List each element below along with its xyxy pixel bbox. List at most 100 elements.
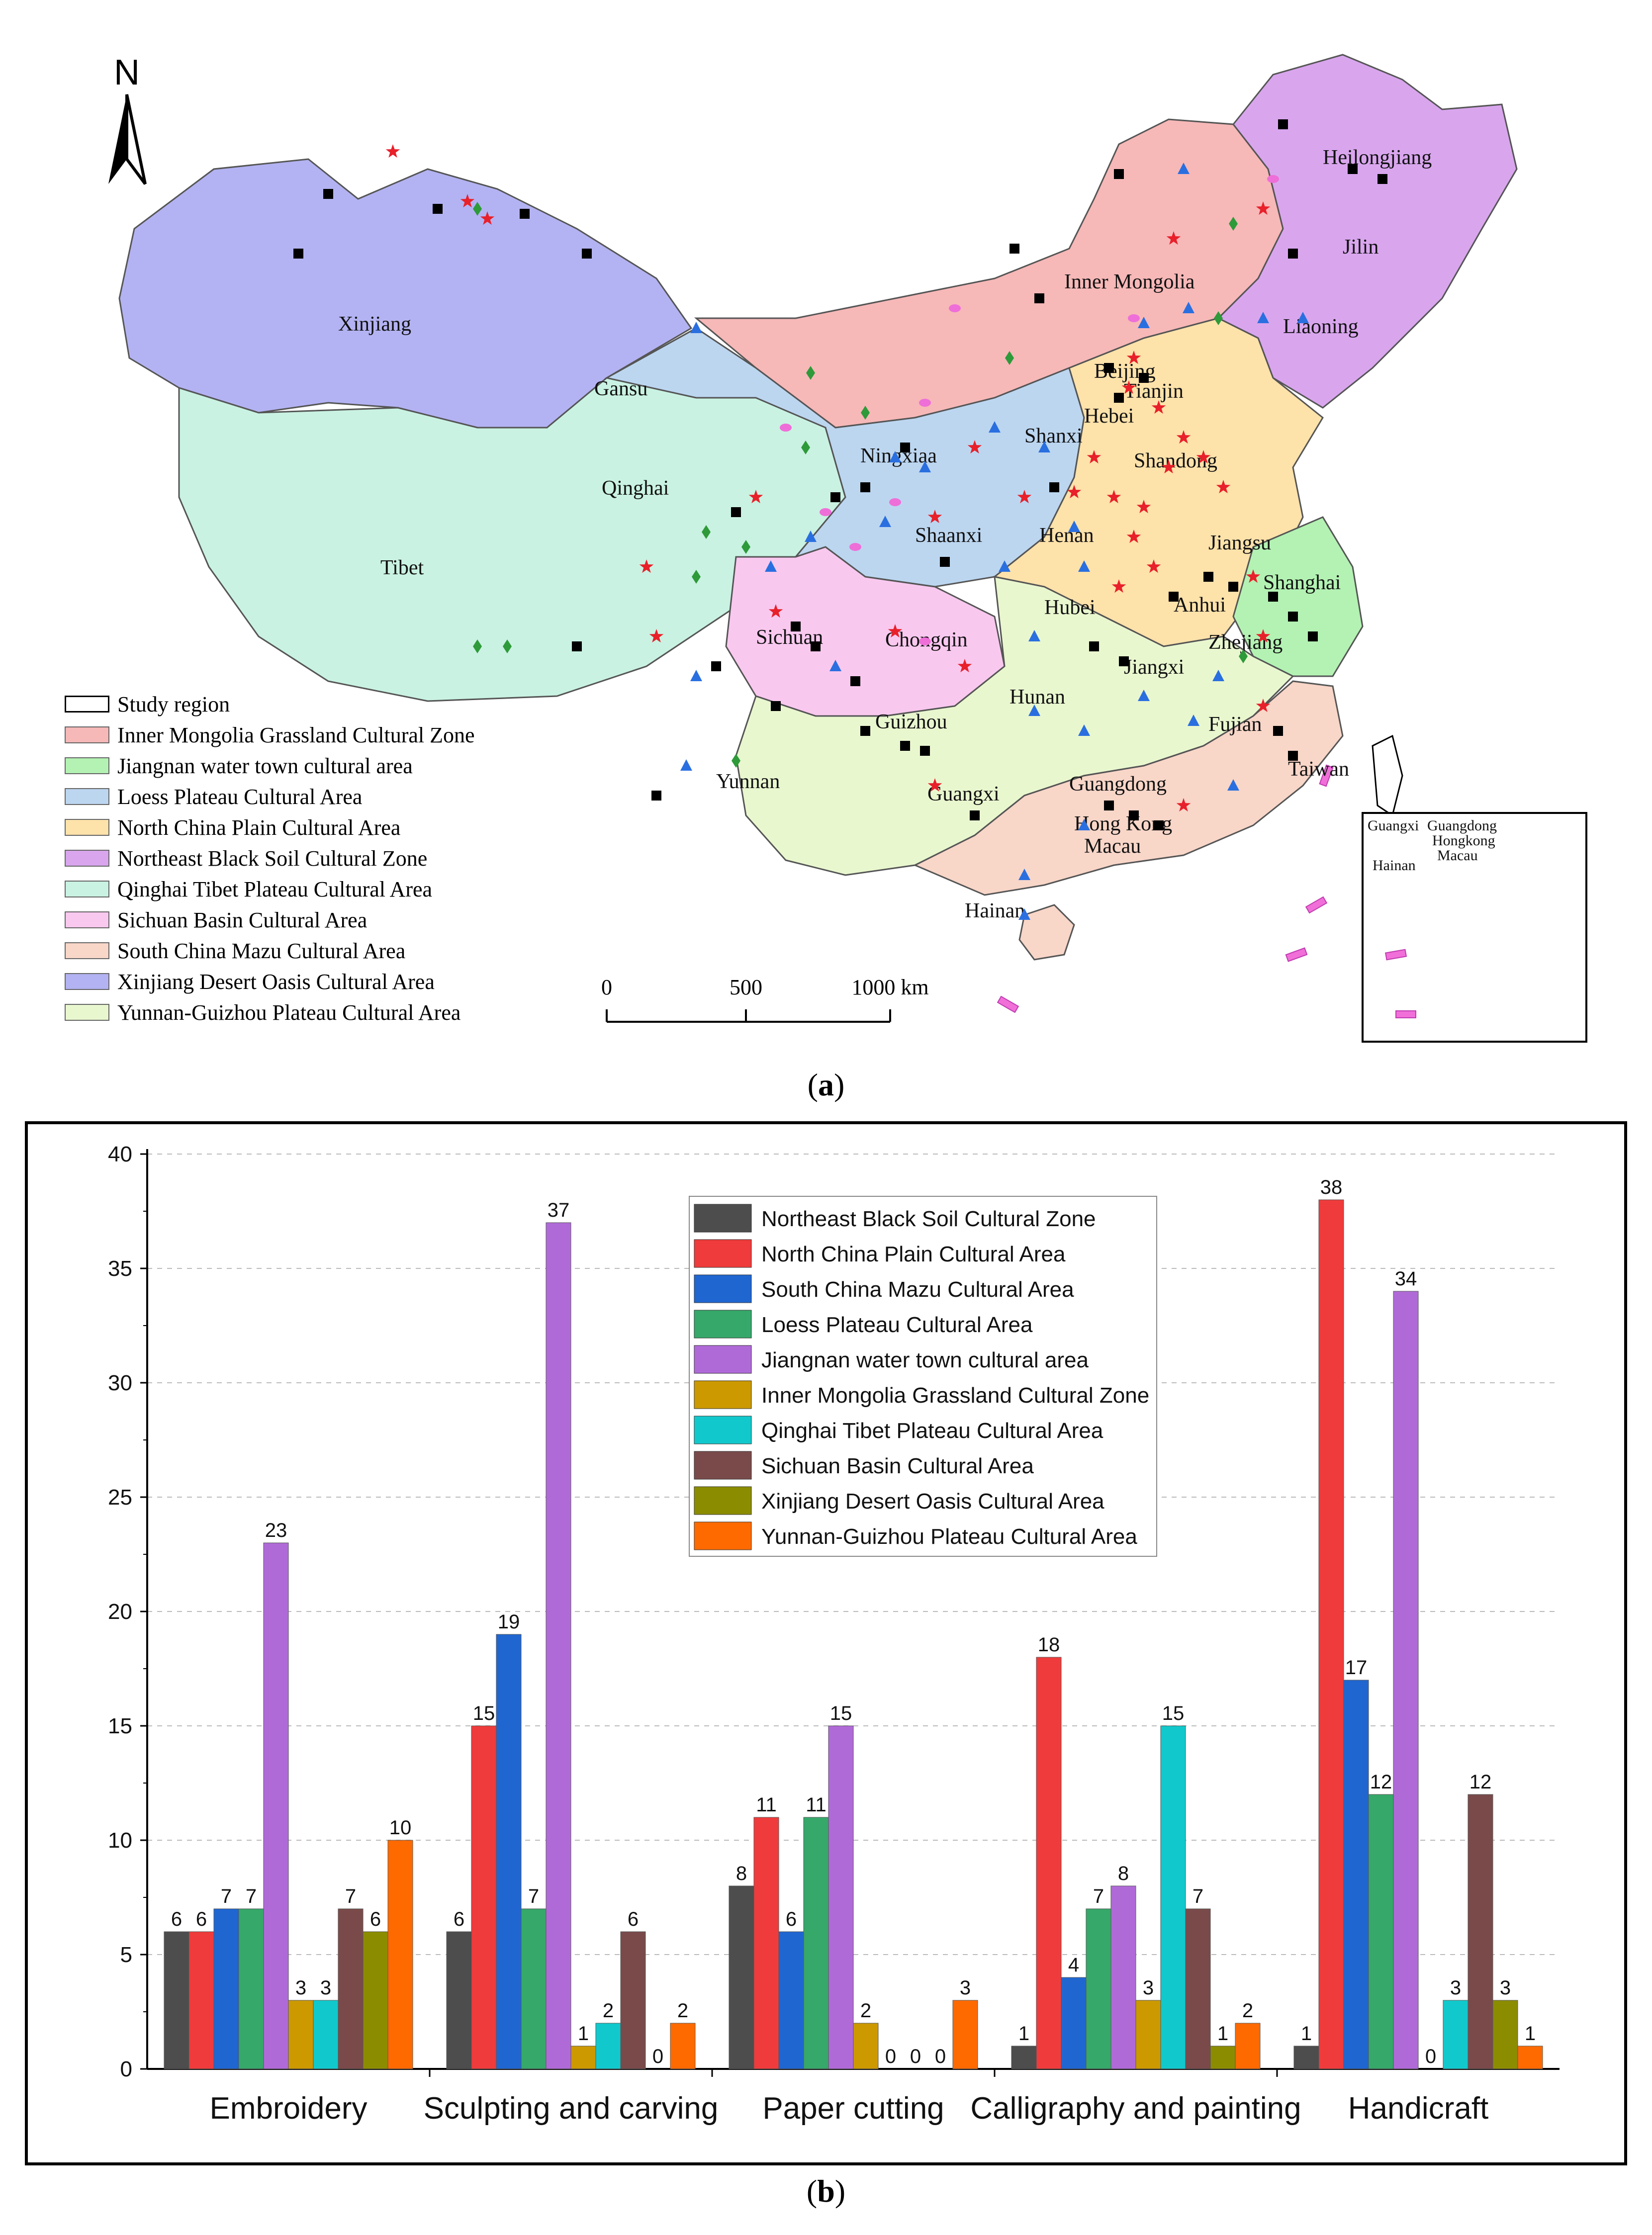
bar-value-label: 6 xyxy=(786,1908,797,1930)
y-tick-label: 5 xyxy=(120,1943,132,1967)
square-marker-icon xyxy=(940,557,950,567)
map-legend-swatch xyxy=(65,1004,109,1021)
triangle-marker-icon xyxy=(1018,869,1030,880)
bar xyxy=(288,2000,314,2069)
map-point-markers xyxy=(293,119,1387,920)
square-marker-icon xyxy=(920,746,930,756)
y-tick-label: 30 xyxy=(108,1371,132,1395)
bar-value-label: 11 xyxy=(756,1794,777,1816)
region-hainan xyxy=(1018,904,1075,961)
star-marker-icon xyxy=(748,490,763,504)
bar xyxy=(570,2046,596,2069)
ellipse-marker-icon xyxy=(889,498,901,506)
bar xyxy=(778,1931,804,2069)
bar-value-label: 1 xyxy=(578,2023,589,2045)
province-label-hebei: Hebei xyxy=(1084,405,1134,428)
bar-value-label: 7 xyxy=(1193,1885,1203,1907)
square-marker-icon xyxy=(1049,482,1059,492)
inset-label-hainan: Hainan xyxy=(1373,857,1416,874)
bar xyxy=(1185,1908,1211,2069)
bar-value-label: 1 xyxy=(1217,2023,1228,2045)
star-marker-icon xyxy=(768,604,783,618)
diamond-marker-icon xyxy=(861,406,870,420)
map-legend-swatch xyxy=(65,757,109,774)
scale-tick-500: 500 xyxy=(730,975,762,999)
map-legend-swatch xyxy=(65,881,109,897)
square-marker-icon xyxy=(830,492,840,502)
ellipse-marker-icon xyxy=(820,508,831,516)
bar-value-label: 7 xyxy=(345,1885,356,1907)
diamond-marker-icon xyxy=(473,202,482,216)
bar xyxy=(213,1908,239,2069)
star-marker-icon xyxy=(1256,201,1271,215)
category-label: Calligraphy and painting xyxy=(970,2091,1301,2126)
bar xyxy=(828,1725,854,2069)
bar xyxy=(521,1908,547,2069)
star-marker-icon xyxy=(1151,400,1166,414)
triangle-marker-icon xyxy=(1183,302,1194,313)
bar xyxy=(853,2023,879,2069)
map-legend-label: Northeast Black Soil Cultural Zone xyxy=(117,846,428,871)
bar xyxy=(1135,2000,1161,2069)
province-label-xinjiang: Xinjiang xyxy=(338,313,411,336)
triangle-marker-icon xyxy=(690,670,702,681)
chart-legend-swatch xyxy=(694,1345,752,1374)
chart-legend-label: Northeast Black Soil Cultural Zone xyxy=(761,1207,1096,1231)
square-marker-icon xyxy=(1288,612,1298,622)
chart-legend-swatch xyxy=(694,1274,752,1303)
square-marker-icon xyxy=(900,443,910,452)
star-marker-icon xyxy=(1136,500,1151,514)
map-legend-label: Yunnan-Guizhou Plateau Cultural Area xyxy=(117,1000,461,1025)
map-legend-swatch xyxy=(65,911,109,928)
triangle-marker-icon xyxy=(1178,163,1190,174)
star-marker-icon xyxy=(1067,485,1082,499)
y-tick-label: 10 xyxy=(108,1828,132,1853)
star-marker-icon xyxy=(1196,450,1211,464)
category-label: Embroidery xyxy=(210,2091,367,2126)
bar xyxy=(620,1931,646,2069)
bar xyxy=(313,2000,339,2069)
diamond-marker-icon xyxy=(741,540,750,554)
province-label-shaanxi: Shaanxi xyxy=(915,524,982,547)
bar-value-label: 2 xyxy=(677,2000,688,2022)
bar-value-label: 6 xyxy=(171,1908,182,1930)
north-arrow-icon xyxy=(108,94,147,185)
bar xyxy=(1235,2023,1261,2069)
bar-value-label: 2 xyxy=(603,2000,614,2022)
map-legend: Study region Inner Mongolia Grassland Cul… xyxy=(65,689,475,1028)
triangle-marker-icon xyxy=(1212,670,1224,681)
square-marker-icon xyxy=(850,676,860,686)
region-south-china xyxy=(913,680,1344,896)
map-legend-item: Loess Plateau Cultural Area xyxy=(65,781,475,812)
square-marker-icon xyxy=(1228,582,1238,592)
province-label-inner-mongolia: Inner Mongolia xyxy=(1064,270,1195,293)
province-label-macau: Macau xyxy=(1084,835,1141,858)
star-marker-icon xyxy=(1111,579,1126,593)
triangle-marker-icon xyxy=(1028,705,1040,716)
square-marker-icon xyxy=(1348,164,1358,174)
star-marker-icon xyxy=(460,194,475,208)
bar xyxy=(1343,1680,1369,2069)
bar-value-label: 0 xyxy=(1425,2046,1436,2067)
square-marker-icon xyxy=(1139,373,1149,383)
chart-legend-label: Inner Mongolia Grassland Cultural Zone xyxy=(761,1383,1149,1408)
bar xyxy=(1293,2046,1319,2069)
inset-label-macau: Macau xyxy=(1437,847,1478,864)
category-label: Sculpting and carving xyxy=(424,2091,719,2126)
y-tick-label: 25 xyxy=(108,1485,132,1510)
chart-legend-swatch xyxy=(694,1204,752,1233)
bar-value-label: 12 xyxy=(1469,1771,1492,1793)
map-legend-swatch xyxy=(65,942,109,959)
triangle-marker-icon xyxy=(1078,560,1090,572)
province-label-jilin: Jilin xyxy=(1343,236,1378,259)
star-marker-icon xyxy=(385,144,400,158)
bar-value-label: 34 xyxy=(1395,1268,1417,1290)
bar-value-label: 1 xyxy=(1018,2023,1029,2045)
map-legend-swatch xyxy=(65,819,109,836)
star-marker-icon xyxy=(1216,480,1231,494)
chart-legend-label: South China Mazu Cultural Area xyxy=(761,1277,1074,1302)
triangle-marker-icon xyxy=(999,560,1010,572)
bar-value-label: 6 xyxy=(370,1908,381,1930)
ellipse-marker-icon xyxy=(919,399,931,407)
square-marker-icon xyxy=(323,189,333,199)
